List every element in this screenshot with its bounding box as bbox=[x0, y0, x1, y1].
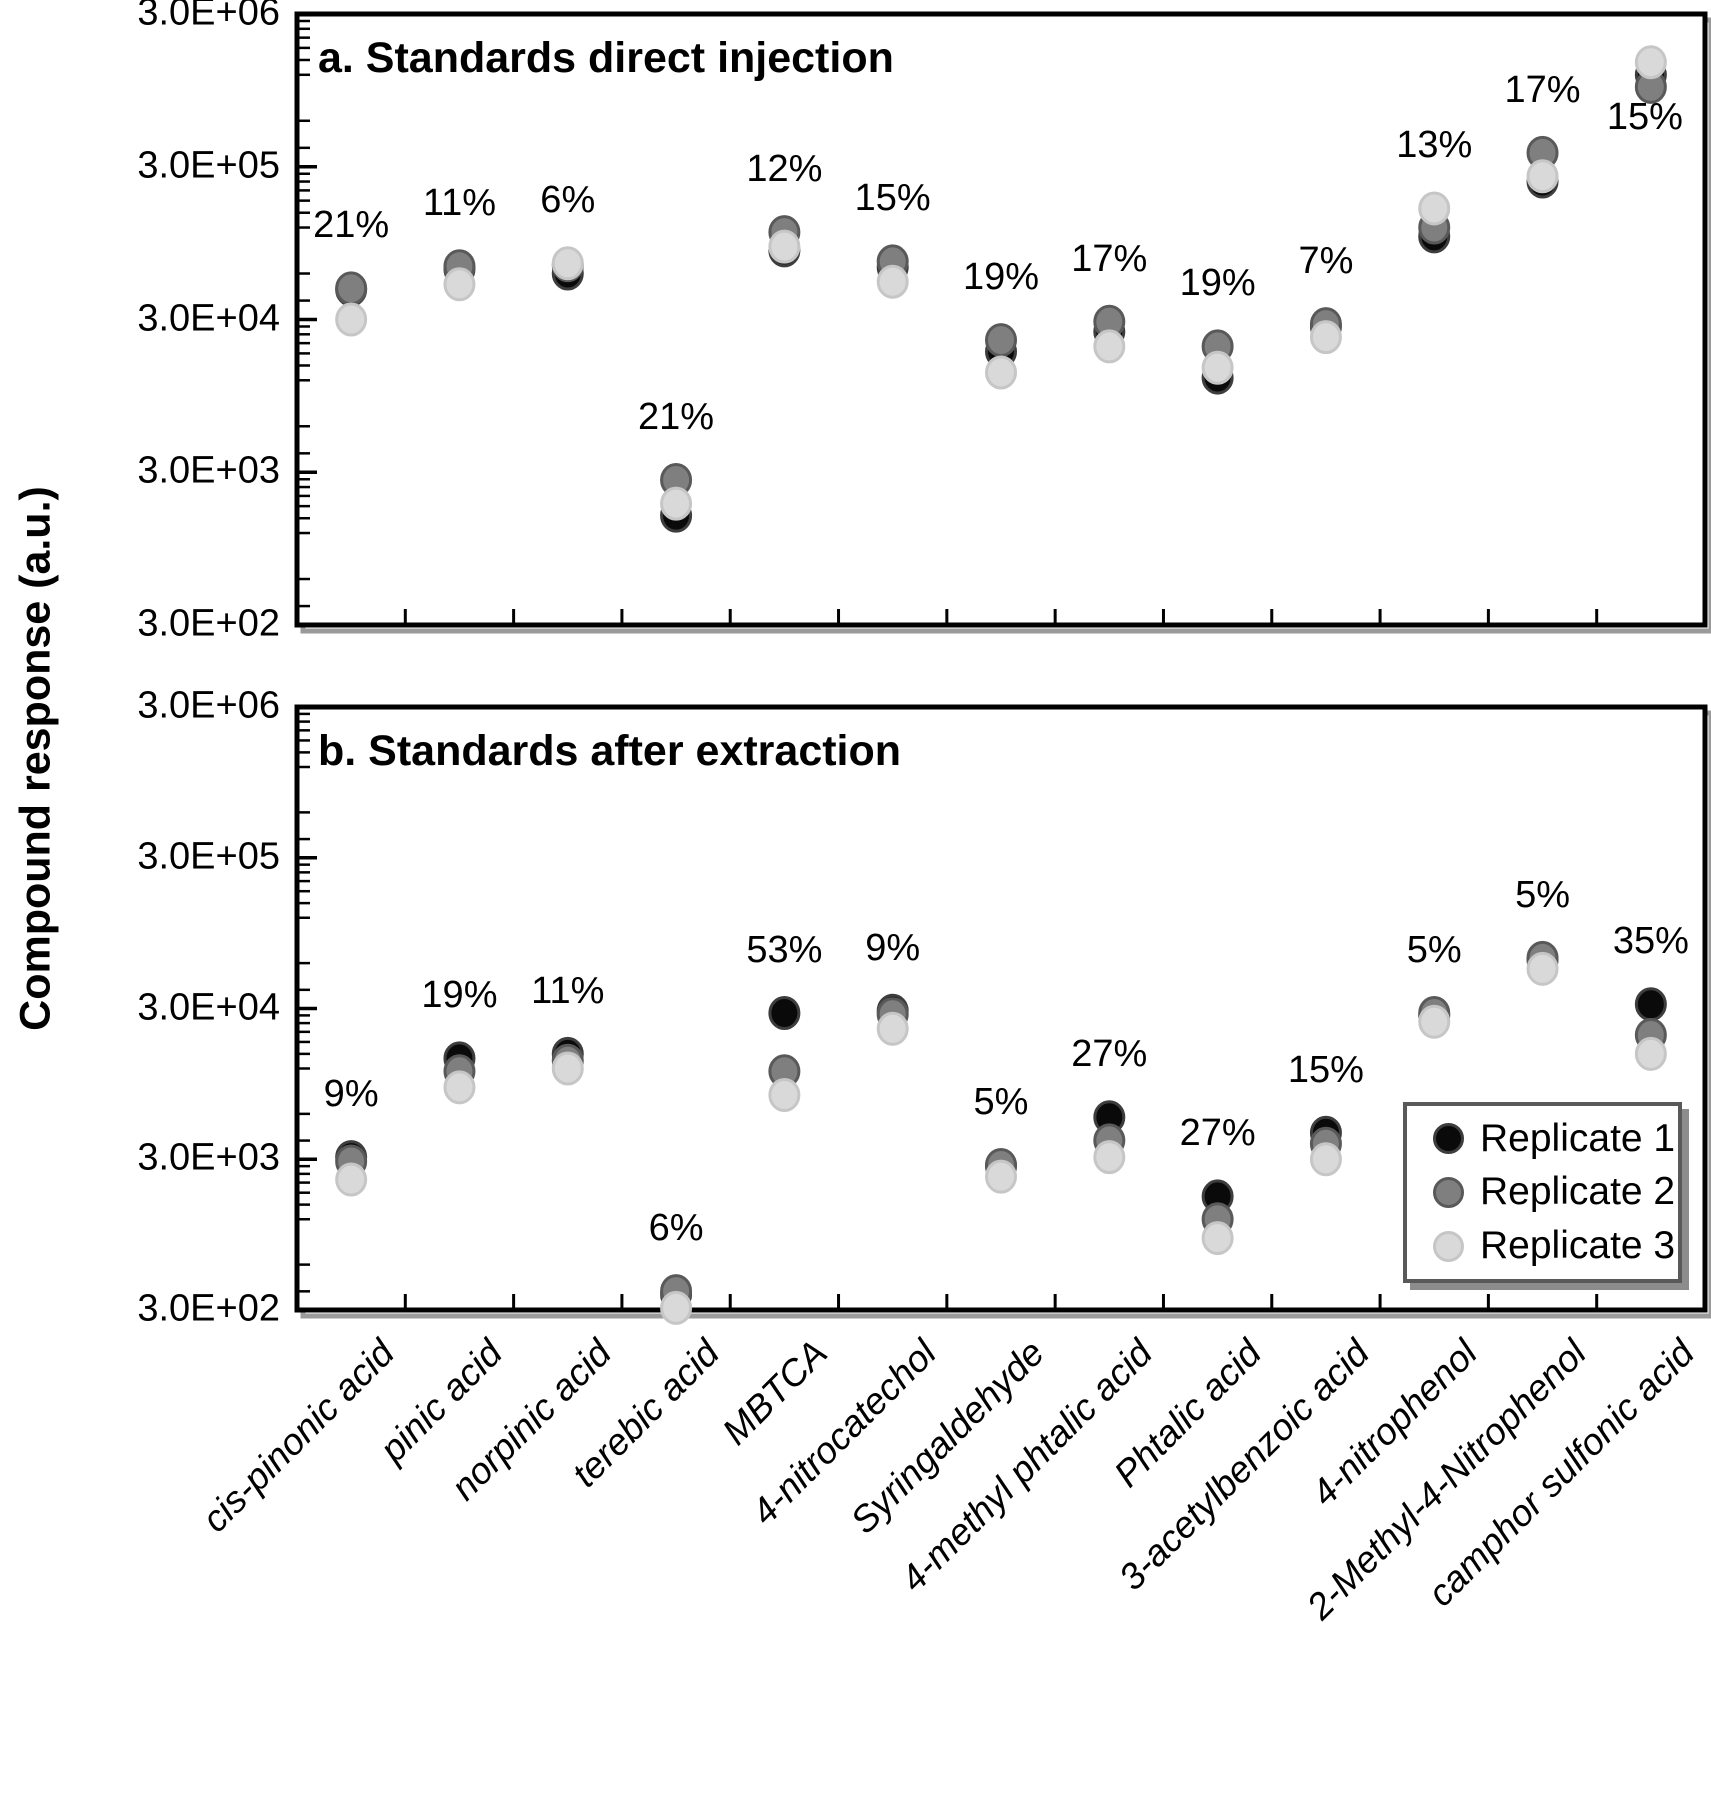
legend: Replicate 1 Replicate 2 Replicate 3 bbox=[1403, 1102, 1682, 1283]
percent-label: 7% bbox=[1298, 240, 1354, 283]
y-tick-label: 3.0E+05 bbox=[137, 144, 280, 187]
data-point bbox=[551, 1051, 584, 1086]
data-point bbox=[660, 486, 693, 521]
data-point bbox=[1634, 987, 1667, 1022]
panel-a-title: a. Standards direct injection bbox=[318, 34, 894, 82]
percent-label: 21% bbox=[638, 395, 715, 438]
percent-label: 27% bbox=[1179, 1112, 1256, 1155]
y-tick-label: 3.0E+04 bbox=[137, 986, 280, 1029]
percent-label: 17% bbox=[1071, 237, 1148, 280]
percent-label: 15% bbox=[1606, 96, 1683, 139]
y-tick-label: 3.0E+04 bbox=[137, 297, 280, 340]
data-point bbox=[768, 1078, 801, 1113]
data-point bbox=[335, 302, 368, 337]
percent-label: 12% bbox=[746, 148, 823, 191]
percent-label: 9% bbox=[323, 1073, 379, 1116]
legend-item-label: Replicate 2 bbox=[1480, 1170, 1676, 1214]
data-point bbox=[876, 264, 909, 299]
percent-label: 11% bbox=[422, 182, 497, 225]
percent-label: 11% bbox=[531, 969, 605, 1012]
percent-label: 53% bbox=[746, 929, 823, 972]
legend-item-label: Replicate 1 bbox=[1480, 1116, 1676, 1160]
percent-label: 19% bbox=[421, 974, 498, 1017]
data-point bbox=[876, 1011, 909, 1046]
data-point bbox=[1309, 320, 1342, 355]
y-tick-label: 3.0E+03 bbox=[137, 449, 280, 492]
y-tick-label: 3.0E+05 bbox=[137, 835, 280, 878]
data-point bbox=[335, 271, 368, 306]
percent-label: 27% bbox=[1071, 1033, 1148, 1076]
percent-label: 21% bbox=[313, 204, 390, 247]
data-point bbox=[985, 323, 1017, 358]
legend-marker-circle-icon bbox=[1433, 1176, 1464, 1208]
chart-canvas bbox=[294, 11, 1711, 1325]
legend-marker-circle-icon bbox=[1433, 1230, 1464, 1262]
data-point bbox=[660, 1290, 693, 1325]
percent-label: 5% bbox=[1515, 873, 1570, 916]
panel-border bbox=[294, 11, 1708, 628]
y-tick-label: 3.0E+06 bbox=[137, 684, 280, 727]
data-point bbox=[1526, 951, 1559, 986]
y-tick-label: 3.0E+03 bbox=[137, 1136, 280, 1179]
y-tick-label: 3.0E+06 bbox=[137, 0, 280, 34]
data-point bbox=[985, 1159, 1017, 1194]
data-point bbox=[443, 1070, 476, 1105]
figure: Compound response (a.u.) a. Standards di… bbox=[12, 0, 1711, 1627]
legend-item: Replicate 3 bbox=[1433, 1224, 1678, 1268]
data-point bbox=[335, 1162, 368, 1197]
data-point bbox=[1309, 1142, 1342, 1177]
legend-marker-circle-icon bbox=[1433, 1123, 1464, 1155]
y-tick-label: 3.0E+02 bbox=[137, 1287, 280, 1330]
percent-label: 6% bbox=[648, 1207, 704, 1250]
data-point bbox=[1634, 45, 1667, 80]
legend-item: Replicate 1 bbox=[1433, 1117, 1678, 1161]
legend-item: Replicate 2 bbox=[1433, 1170, 1678, 1214]
data-point bbox=[1634, 1036, 1667, 1071]
percent-label: 17% bbox=[1504, 68, 1581, 111]
data-point bbox=[768, 996, 801, 1031]
percent-label: 13% bbox=[1396, 124, 1473, 167]
panel-b-title: b. Standards after extraction bbox=[318, 727, 902, 775]
data-point bbox=[1418, 191, 1451, 226]
percent-label: 19% bbox=[1179, 262, 1256, 305]
data-point bbox=[443, 267, 476, 302]
data-point bbox=[1201, 350, 1234, 385]
data-point bbox=[1201, 1221, 1234, 1256]
data-point bbox=[1093, 329, 1126, 364]
data-point bbox=[985, 355, 1017, 390]
percent-label: 19% bbox=[962, 256, 1040, 299]
data-point bbox=[551, 246, 584, 281]
percent-label: 6% bbox=[540, 179, 596, 222]
data-point bbox=[1093, 1140, 1126, 1175]
percent-label: 5% bbox=[1406, 929, 1462, 972]
percent-label: 15% bbox=[854, 177, 931, 220]
y-tick-label: 3.0E+02 bbox=[137, 602, 280, 645]
legend-item-label: Replicate 3 bbox=[1480, 1224, 1676, 1268]
data-point bbox=[1418, 1004, 1451, 1039]
data-point bbox=[1526, 159, 1559, 194]
percent-label: 9% bbox=[865, 926, 921, 969]
percent-label: 5% bbox=[973, 1080, 1029, 1123]
percent-label: 35% bbox=[1612, 920, 1689, 963]
percent-label: 15% bbox=[1287, 1048, 1364, 1091]
data-point bbox=[768, 229, 801, 264]
